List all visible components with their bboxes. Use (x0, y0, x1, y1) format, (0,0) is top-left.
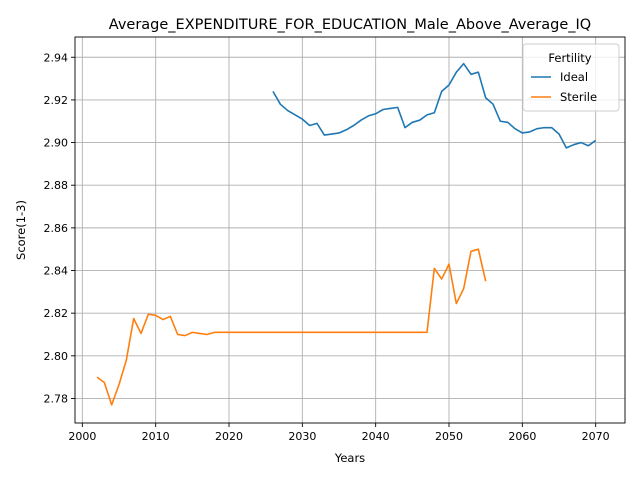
y-tick-label: 2.94 (44, 51, 69, 64)
y-tick-label: 2.86 (44, 222, 69, 235)
x-tick-label: 2050 (435, 430, 463, 443)
x-tick-label: 2040 (362, 430, 390, 443)
series-line-sterile (96, 248, 487, 406)
x-tick-label: 2010 (142, 430, 170, 443)
x-tick-label: 2020 (215, 430, 243, 443)
legend-title: Fertility (548, 51, 591, 65)
axis-ticks: 2000 2010 2020 2030 2040 2050 2060 2070 2.78 2.80… (44, 51, 610, 443)
y-tick-label: 2.78 (44, 392, 69, 405)
y-tick-label: 2.82 (44, 307, 69, 320)
y-tick-label: 2.88 (44, 179, 69, 192)
x-tick-label: 2070 (582, 430, 610, 443)
series-line-ideal (272, 62, 597, 149)
x-axis-label: Years (334, 451, 365, 465)
legend-label-sterile: Sterile (560, 90, 597, 104)
chart-title: Average_EXPENDITURE_FOR_EDUCATION_Male_A… (109, 17, 591, 33)
x-tick-label: 2030 (288, 430, 316, 443)
legend-box (522, 43, 620, 112)
y-tick-label: 2.80 (44, 350, 69, 363)
y-axis-label: Score(1-3) (14, 200, 28, 260)
legend: Fertility Ideal Sterile (522, 43, 620, 112)
y-tick-label: 2.92 (44, 94, 69, 107)
series-lines (96, 62, 597, 406)
x-tick-label: 2060 (508, 430, 536, 443)
x-tick-label: 2000 (68, 430, 96, 443)
legend-label-ideal: Ideal (560, 70, 588, 84)
plot-frame (74, 36, 626, 424)
y-tick-label: 2.84 (44, 265, 69, 278)
y-tick-label: 2.90 (44, 137, 69, 150)
